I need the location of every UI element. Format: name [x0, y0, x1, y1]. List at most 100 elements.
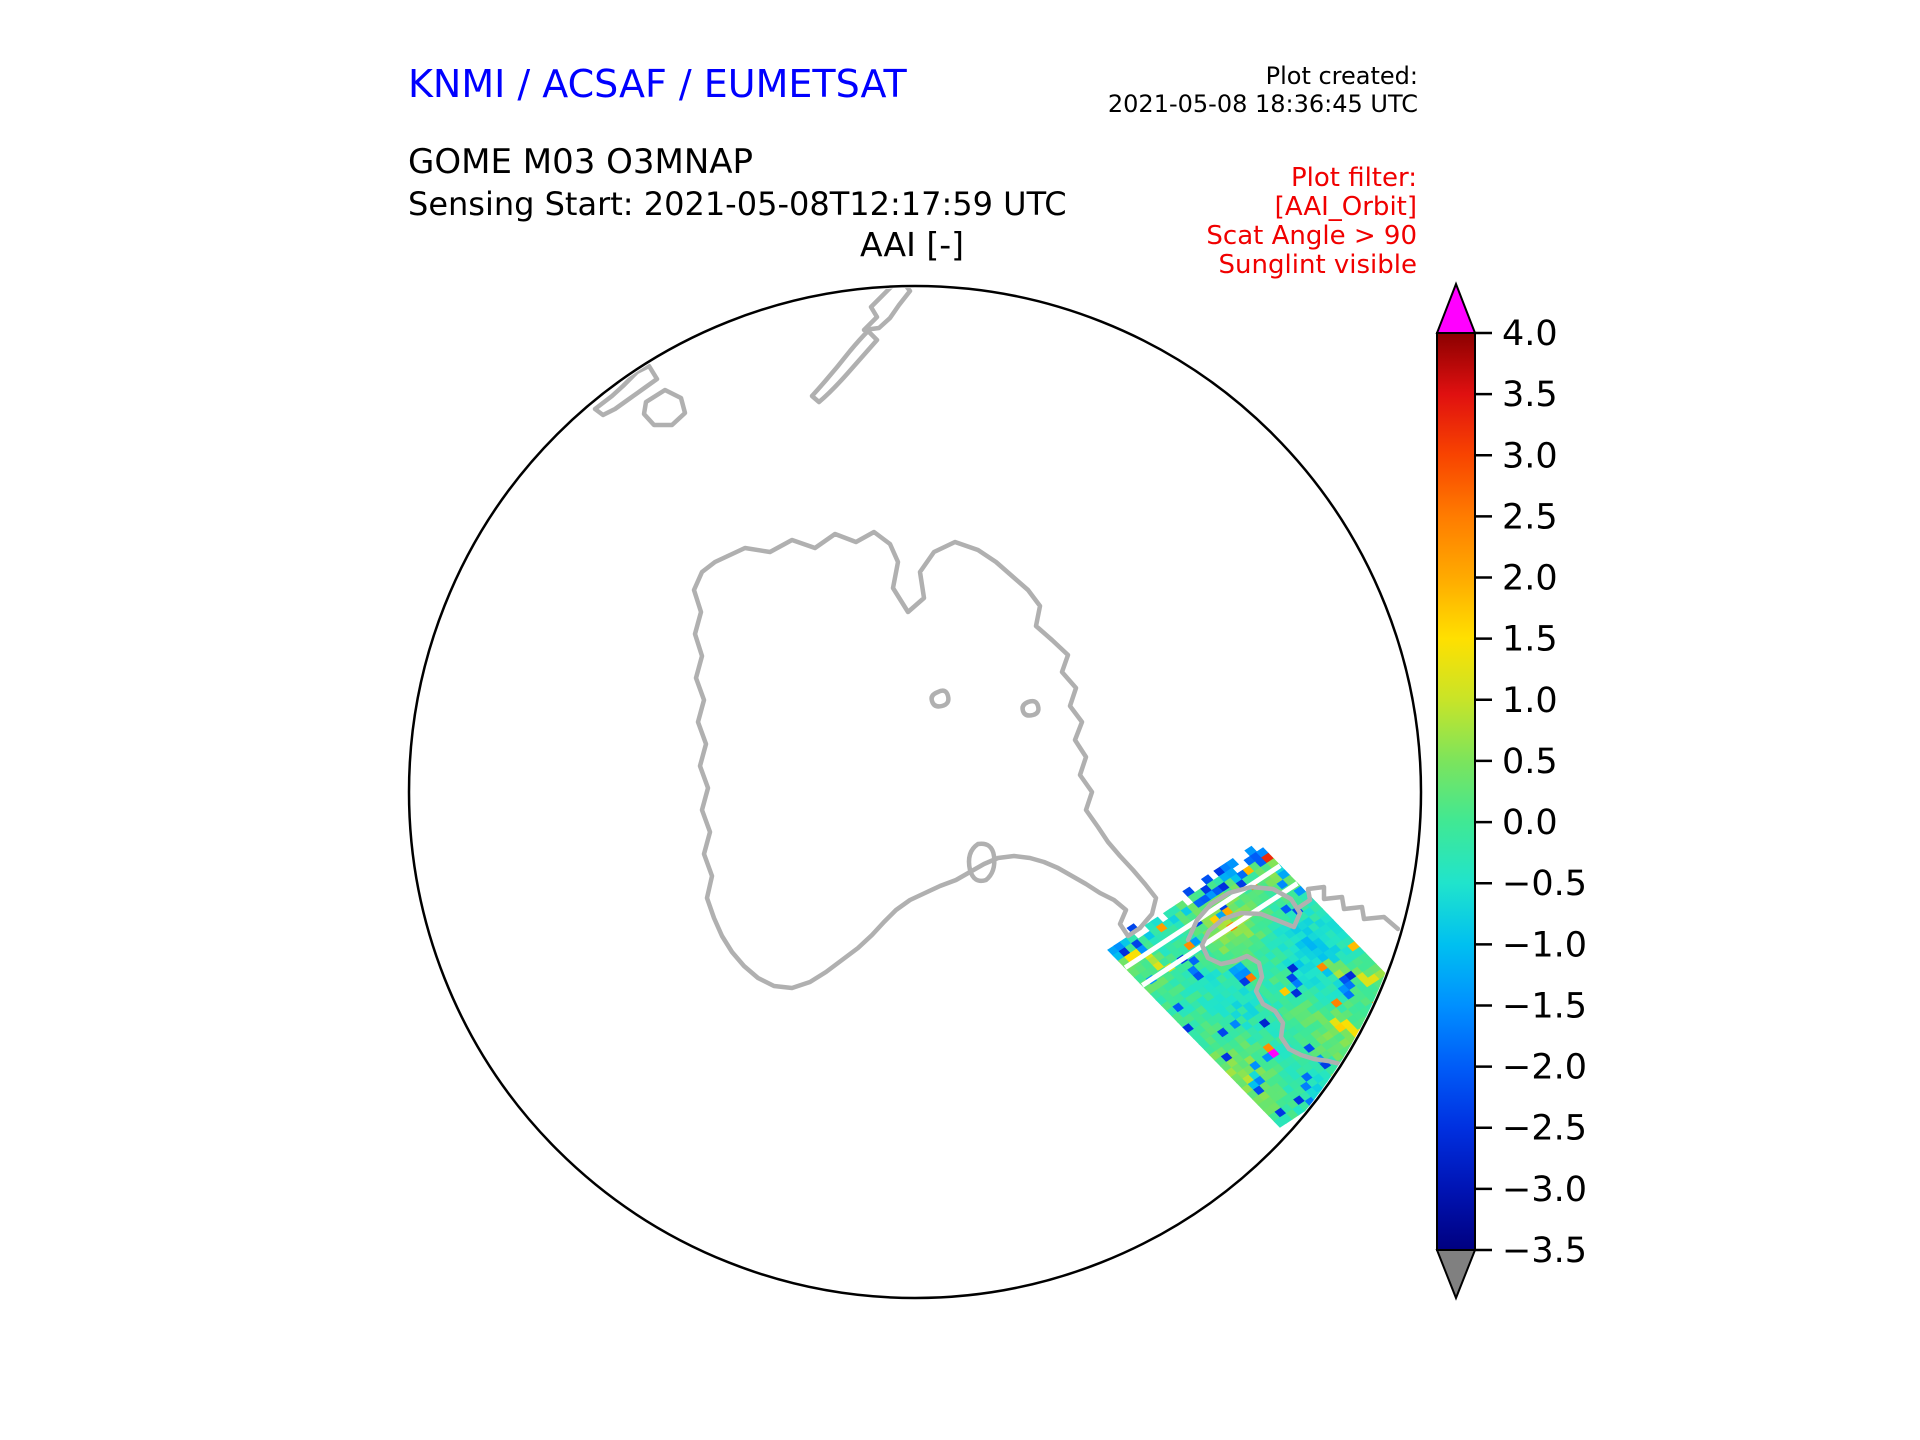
colorbar-under-arrow — [1435, 1249, 1477, 1301]
boundary-islet — [641, 387, 688, 428]
aai-swath-cell — [1348, 1067, 1362, 1079]
aai-swath-cell — [1380, 1028, 1395, 1040]
aai-swath-cell — [1401, 996, 1415, 1008]
coastlines — [592, 288, 1401, 1067]
aai-swath-cell — [1390, 985, 1404, 997]
new-zealand-south-island — [809, 328, 880, 405]
aai-swath-cell — [1374, 1032, 1388, 1044]
colorbar-tick-label: 3.0 — [1502, 436, 1558, 476]
coast-zigzag-right — [1295, 884, 1401, 932]
boundary-land-cluster — [592, 363, 660, 418]
aai-swath-cell — [1406, 1002, 1419, 1014]
aai-swath-cell — [1377, 1003, 1391, 1015]
aai-swath-cell — [1342, 1062, 1357, 1074]
aai-swath-cell — [1292, 1104, 1306, 1116]
plot-created-label: Plot created: — [1265, 62, 1418, 90]
aai-swath-cell — [1386, 1033, 1400, 1045]
islet-coastline — [929, 688, 951, 709]
aai-swath-cell — [1386, 1024, 1401, 1036]
aai-swath-cell — [1379, 1047, 1393, 1059]
colorbar-tick-label: 3.5 — [1502, 375, 1558, 415]
colorbar-ticks: 4.0 3.5 3.0 2.5 2.0 1.5 1.0 0.5 0.0 −0.5 −1.0 −1.5 −… — [1475, 314, 1587, 1271]
colorbar-tick-label: 0.5 — [1502, 742, 1558, 782]
plot-filter-line: Scat Angle > 90 — [1206, 221, 1417, 251]
aai-swath-cell — [1387, 1014, 1402, 1026]
aai-swath-cell — [1397, 1035, 1412, 1047]
aai-swath-cell — [1423, 1019, 1436, 1030]
aai-swath-cell — [1370, 1017, 1384, 1029]
organization-title: KNMI / ACSAF / EUMETSAT — [408, 62, 907, 106]
colorbar-tick-label: −2.5 — [1502, 1109, 1587, 1149]
plot-filter-line: Sunglint visible — [1218, 250, 1417, 280]
colorbar-tick-label: 4.0 — [1502, 314, 1558, 354]
aai-swath-cell — [1362, 1040, 1376, 1052]
aai-swath-cell — [1341, 1071, 1356, 1083]
aai-swath-cell — [1373, 1041, 1388, 1053]
aai-swath-cell — [1392, 1029, 1406, 1041]
aai-swath-cell — [1376, 1012, 1390, 1024]
colorbar-tick-label: −1.0 — [1502, 925, 1587, 965]
aai-swath-cell — [1384, 980, 1399, 992]
aai-swath-cell — [1366, 1055, 1381, 1067]
new-zealand-north-island — [861, 288, 913, 333]
map-title: AAI [-] — [860, 225, 964, 264]
aai-swath-cell — [1410, 1026, 1419, 1038]
colorbar-tick-label: 0.0 — [1502, 803, 1558, 843]
aai-swath-cell — [1335, 1075, 1350, 1087]
aai-swath-cell — [1393, 1019, 1407, 1031]
aai-swath-cell — [1369, 1026, 1383, 1038]
aai-swath-cell — [1389, 995, 1403, 1007]
aai-swath-cell — [1388, 1004, 1402, 1016]
aai-swath-cell — [1394, 1010, 1408, 1022]
aai-swath-cell — [1372, 1051, 1387, 1063]
aai-swath-cell — [1367, 1045, 1381, 1057]
product-title: GOME M03 O3MNAP — [408, 142, 754, 182]
aai-swath-cell — [1368, 1036, 1382, 1048]
colorbar-gradient-bar — [1436, 332, 1476, 1251]
aai-swath-cell — [1361, 1049, 1375, 1061]
aai-swath-cell — [1381, 1018, 1395, 1030]
aai-swath-cell — [1360, 1059, 1374, 1071]
islet-coastline — [1020, 698, 1041, 718]
aai-swath-cell — [1355, 1054, 1369, 1066]
aai-swath-cell — [1400, 1006, 1414, 1018]
aai-swath-cell — [1394, 1000, 1409, 1012]
colorbar-over-arrow — [1435, 281, 1477, 334]
aai-swath-cell — [1391, 1039, 1405, 1051]
map-boundary-circle — [407, 284, 1423, 1300]
colorbar-tick-label: −3.0 — [1502, 1170, 1587, 1210]
aai-swath-cell — [1383, 999, 1397, 1011]
plot-filter-line: [AAI_Orbit] — [1274, 192, 1417, 222]
plot-created-block: Plot created: 2021-05-08 18:36:45 UTC — [1108, 62, 1418, 118]
aai-swath-cell — [1348, 1058, 1363, 1070]
peninsula-tip-coastline — [1185, 884, 1343, 1067]
swath-scan-gap-line — [1141, 881, 1299, 988]
aai-swath-cell — [1410, 1017, 1419, 1029]
aai-swath-cell — [1382, 1008, 1396, 1020]
plot-filter-block: Plot filter: [AAI_Orbit] Scat Angle > 90… — [1206, 164, 1417, 280]
colorbar-tick-label: −3.5 — [1502, 1231, 1587, 1271]
aai-swath-cell — [1286, 1108, 1300, 1120]
colorbar-tick-label: 2.5 — [1502, 497, 1558, 537]
aai-swath-cell — [1398, 1025, 1412, 1037]
colorbar-tick-label: −1.5 — [1502, 986, 1587, 1026]
colorbar-tick-label: 1.5 — [1502, 620, 1558, 660]
aai-swath-cell — [1416, 1022, 1419, 1034]
aai-swath-cell — [1377, 993, 1392, 1005]
aai-swath-cell — [1375, 1022, 1389, 1034]
aai-swath-cell — [1417, 1013, 1419, 1025]
aai-swath-cell — [1363, 1030, 1377, 1042]
plot-created-time: 2021-05-08 18:36:45 UTC — [1107, 90, 1418, 118]
islet-coastline — [966, 841, 997, 884]
aai-swath-cell — [1403, 1030, 1418, 1043]
plot-filter-line: Plot filter: — [1290, 163, 1417, 193]
colorbar: 4.0 3.5 3.0 2.5 2.0 1.5 1.0 0.5 0.0 −0.5 −1.0 −1.5 −… — [1435, 281, 1587, 1301]
aai-swath-cell — [1354, 1063, 1368, 1075]
colorbar-tick-label: −0.5 — [1502, 864, 1587, 904]
aai-swath-cell — [1225, 858, 1240, 870]
aai-swath-cell — [1405, 1011, 1419, 1023]
aai-swath-cell — [1329, 1079, 1343, 1091]
aai-swath-cell — [1404, 1021, 1419, 1033]
colorbar-tick-label: 1.0 — [1502, 681, 1558, 721]
